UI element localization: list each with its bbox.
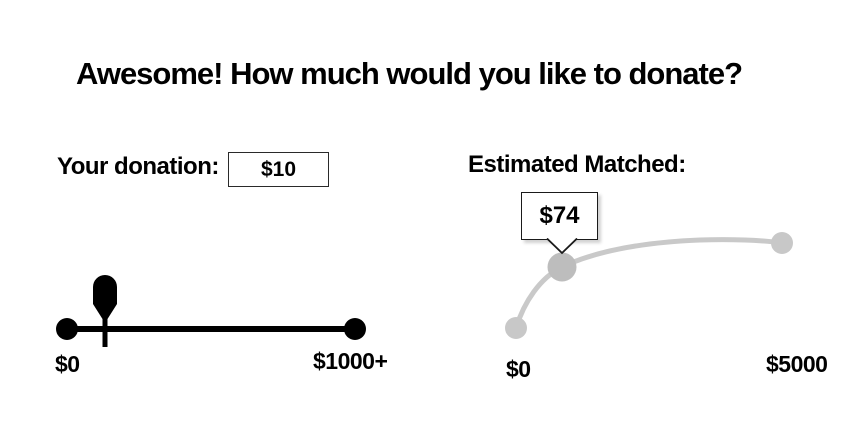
matched-curve-line <box>513 237 785 331</box>
estimated-matched-label: Estimated Matched: <box>468 151 686 178</box>
donation-slider[interactable] <box>56 275 366 347</box>
curve-max-label: $5000 <box>766 351 828 377</box>
curve-min-label: $0 <box>506 356 531 382</box>
slider-track-start-dot <box>56 318 78 340</box>
matched-value-tooltip: $74 <box>521 192 598 240</box>
slider-handle[interactable] <box>93 275 117 347</box>
matched-value-text: $74 <box>539 202 580 229</box>
curve-start-point <box>505 317 527 339</box>
page-title: Awesome! How much would you like to dona… <box>76 56 743 91</box>
slider-max-label: $1000+ <box>313 348 388 374</box>
curve-end-point <box>771 232 793 254</box>
curve-highlighted-point[interactable] <box>547 252 577 282</box>
tooltip-pointer-icon <box>546 238 578 255</box>
matched-curve-chart <box>505 232 793 339</box>
donation-amount-input[interactable] <box>228 152 329 187</box>
slider-track-end-dot <box>344 318 366 340</box>
slider-min-label: $0 <box>55 351 80 377</box>
your-donation-label: Your donation: <box>57 153 219 180</box>
